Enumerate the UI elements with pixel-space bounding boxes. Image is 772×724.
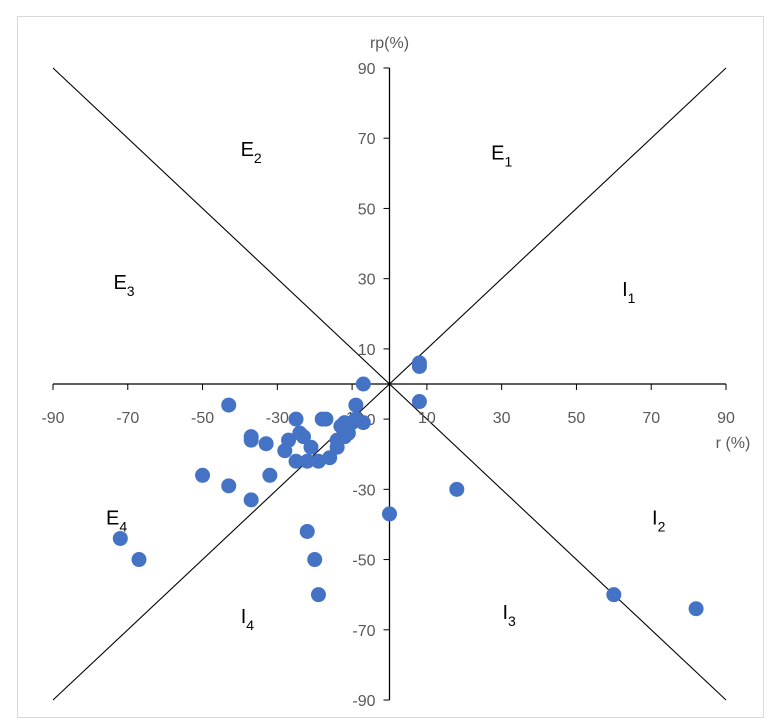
- x-axis-title: r (%): [716, 435, 751, 452]
- data-point: [262, 467, 278, 483]
- x-tick-label: 30: [493, 410, 511, 427]
- x-tick-label: 10: [418, 410, 436, 427]
- y-tick-label: -30: [352, 482, 375, 499]
- y-tick-label: 50: [358, 201, 376, 218]
- region-label-e2: E2: [241, 139, 262, 166]
- x-tick-label: -50: [191, 410, 214, 427]
- x-tick-label: 70: [642, 410, 660, 427]
- region-label-e4: E4: [106, 507, 127, 534]
- data-point: [288, 411, 304, 427]
- y-tick-label: 30: [358, 272, 376, 289]
- data-point: [382, 506, 397, 522]
- x-tick-label: -30: [266, 410, 289, 427]
- y-tick-label: 90: [358, 61, 376, 78]
- data-point: [411, 358, 427, 374]
- data-point: [449, 481, 465, 497]
- region-label-i3: I3: [502, 602, 516, 629]
- x-tick-label: -90: [41, 410, 64, 427]
- chart-area: [17, 16, 764, 718]
- y-tick-label: 70: [358, 131, 376, 148]
- data-point: [606, 587, 622, 603]
- y-tick-label: 10: [358, 342, 376, 359]
- data-point: [277, 443, 293, 459]
- data-point: [221, 397, 237, 413]
- data-point: [258, 436, 274, 452]
- axes: [53, 68, 726, 700]
- data-point: [299, 523, 315, 539]
- data-point: [299, 453, 315, 469]
- region-label-i4: I4: [241, 606, 255, 633]
- x-tick-label: 50: [568, 410, 586, 427]
- data-point: [329, 439, 345, 455]
- data-point: [131, 552, 147, 568]
- data-point: [243, 432, 259, 448]
- y-tick-label: -50: [352, 553, 375, 570]
- region-label-i2: I2: [652, 507, 666, 534]
- data-point: [195, 467, 211, 483]
- data-point: [355, 376, 371, 392]
- region-label-i1: I1: [622, 279, 636, 306]
- data-point: [411, 394, 427, 410]
- y-tick-label: -90: [352, 693, 375, 710]
- region-label-e3: E3: [113, 272, 134, 299]
- x-tick-label: -70: [116, 410, 139, 427]
- data-point: [221, 478, 237, 494]
- data-point: [292, 425, 308, 441]
- data-point: [310, 453, 326, 469]
- data-point: [307, 552, 323, 568]
- data-point: [333, 418, 349, 434]
- y-axis-title: rp(%): [370, 35, 409, 52]
- data-point: [688, 601, 704, 617]
- data-point: [288, 453, 304, 469]
- region-labels: E1 E2 E3 E4 I1 I2 I3 I4: [106, 139, 666, 633]
- data-point: [303, 439, 319, 455]
- data-point: [314, 411, 330, 427]
- x-tick-label: 90: [717, 410, 735, 427]
- y-tick-label: -70: [352, 623, 375, 640]
- data-point: [348, 397, 364, 413]
- data-point: [310, 587, 326, 603]
- data-point: [112, 530, 128, 546]
- region-label-e1: E1: [491, 142, 512, 169]
- data-point: [243, 492, 259, 508]
- data-points: [112, 355, 704, 617]
